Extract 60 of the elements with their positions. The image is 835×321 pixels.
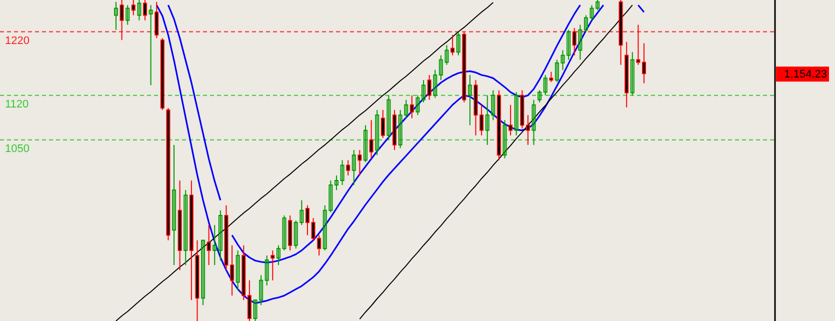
candlestick	[636, 24, 640, 66]
candlestick	[642, 42, 646, 84]
candlestick	[120, 0, 124, 41]
candlestick	[410, 94, 414, 119]
text: 1,154.23	[784, 68, 827, 81]
candlestick	[358, 150, 362, 176]
candlestick	[422, 80, 426, 103]
candlestick	[184, 190, 188, 266]
candlestick	[514, 92, 518, 136]
candlestick	[172, 144, 176, 266]
candlestick	[380, 109, 385, 138]
candlestick	[433, 69, 438, 98]
candlestick	[508, 104, 513, 136]
candlestick	[578, 24, 582, 60]
candlestick	[526, 114, 530, 146]
candlestick	[538, 90, 542, 103]
candlestick	[543, 74, 548, 96]
candlestick	[131, 0, 136, 16]
candlestick	[126, 4, 130, 26]
candlestick	[375, 109, 380, 156]
candlestick	[143, 0, 148, 21]
candlestick	[212, 224, 217, 266]
candlestick	[137, 0, 142, 21]
candlestick	[416, 94, 420, 116]
candlestick	[114, 1, 118, 30]
candlestick	[346, 160, 350, 176]
candlestick	[247, 280, 252, 321]
candlestick	[236, 250, 240, 291]
candlestick	[276, 244, 280, 266]
ref-line-label: 1220	[5, 34, 30, 47]
candlestick	[584, 14, 588, 32]
candlestick	[549, 71, 554, 82]
candlestick	[532, 99, 536, 146]
candlestick	[305, 204, 310, 236]
candlestick	[630, 52, 634, 96]
candlestick	[572, 27, 576, 56]
candlestick	[218, 210, 222, 262]
candlestick	[427, 74, 432, 100]
candlestick	[369, 120, 374, 159]
candlestick	[502, 120, 507, 159]
candlestick	[450, 34, 455, 56]
candlestick	[282, 214, 286, 251]
ref-line-label: 1050	[5, 142, 30, 155]
candlestick	[154, 1, 159, 39]
candlestick	[386, 94, 391, 140]
candlestick	[554, 59, 559, 82]
candlestick	[201, 240, 206, 306]
candlestick	[340, 160, 344, 186]
candlestick	[334, 174, 338, 191]
candlestick	[230, 244, 234, 296]
ref-line-label: 1120	[5, 98, 29, 110]
candlestick	[468, 74, 472, 126]
candlestick	[352, 150, 356, 186]
candlestick	[480, 104, 484, 136]
candlestick	[363, 124, 368, 163]
candlestick	[148, 4, 153, 86]
candlestick	[270, 250, 275, 281]
candlestick	[206, 224, 211, 266]
candlestick	[456, 31, 460, 56]
candlestick	[264, 255, 269, 286]
